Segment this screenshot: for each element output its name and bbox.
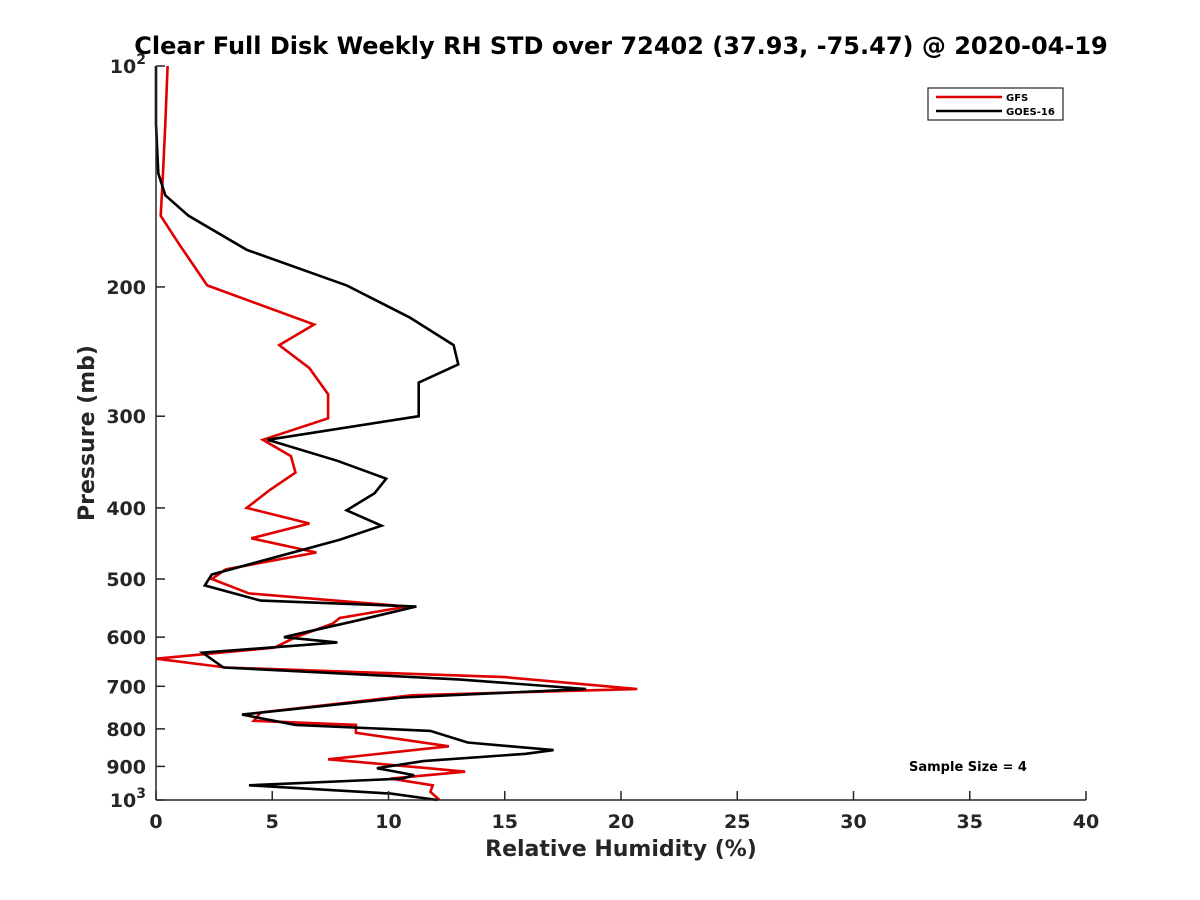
x-tick-label: 0 xyxy=(149,811,162,833)
chart-title: Clear Full Disk Weekly RH STD over 72402… xyxy=(134,32,1107,60)
x-ticks: 0 5 10 15 20 25 30 35 40 xyxy=(149,791,1099,833)
x-tick-label: 35 xyxy=(957,811,983,833)
series-line-goes-16 xyxy=(154,66,587,802)
legend-gfs-label: GFS xyxy=(1006,93,1028,104)
y-axis-label: Pressure (mb) xyxy=(75,345,100,521)
y-tick-label: 700 xyxy=(106,676,146,698)
series-line-gfs xyxy=(155,65,638,801)
y-tick-label: 400 xyxy=(106,498,146,520)
y-tick-label: 500 xyxy=(106,569,146,591)
series-layer xyxy=(154,65,638,802)
legend-box xyxy=(927,87,1064,121)
y-tick-label: 200 xyxy=(106,277,146,299)
x-tick-label: 15 xyxy=(492,811,518,833)
x-tick-label: 20 xyxy=(608,811,634,833)
y-tick-label: 300 xyxy=(106,406,146,428)
x-tick-label: 30 xyxy=(840,811,866,833)
legend: GFS GOES-16 xyxy=(927,87,1064,121)
x-tick-label: 25 xyxy=(724,811,750,833)
y-tick-label: 800 xyxy=(106,719,146,741)
x-tick-label: 5 xyxy=(266,811,279,833)
legend-goes16-label: GOES-16 xyxy=(1006,107,1055,118)
y-tick-label: 900 xyxy=(106,756,146,778)
y-tick-exponent: 3 xyxy=(136,786,146,802)
x-tick-label: 10 xyxy=(375,811,401,833)
y-tick-exponent: 2 xyxy=(136,52,146,68)
x-tick-label: 40 xyxy=(1073,811,1099,833)
sample-size-annotation: Sample Size = 4 xyxy=(909,760,1027,775)
y-tick-label: 600 xyxy=(106,627,146,649)
x-axis-label: Relative Humidity (%) xyxy=(485,837,757,862)
